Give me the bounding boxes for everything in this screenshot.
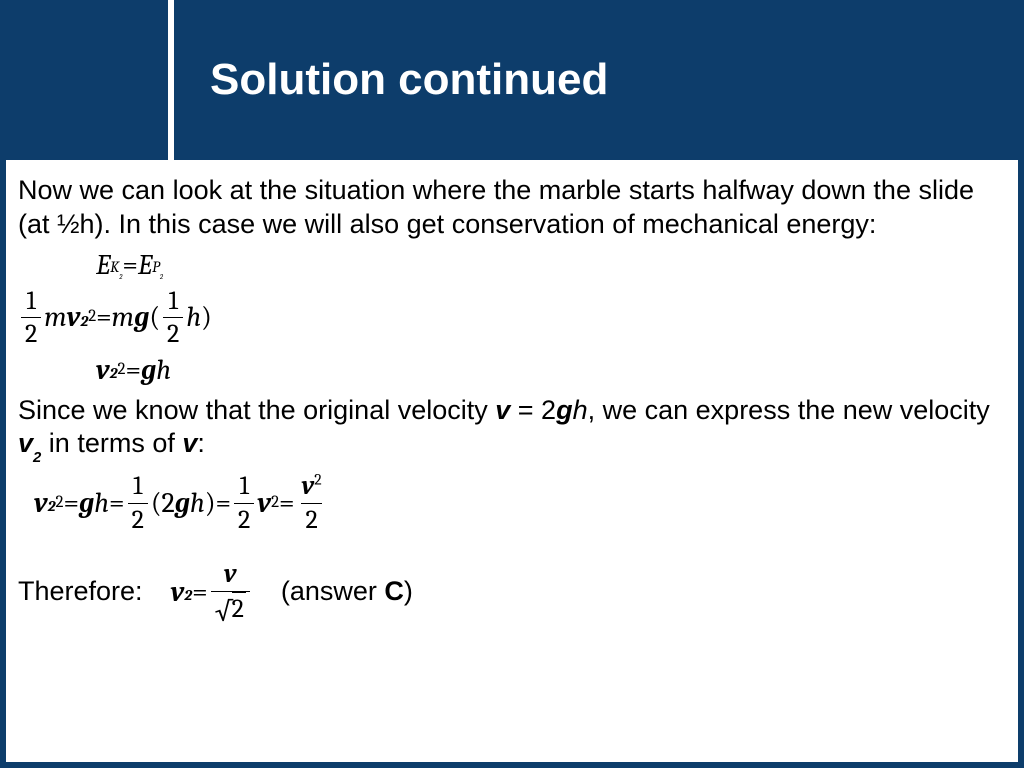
therefore-line: Therefore: v2 = v 2 (answer C) [18,558,1006,626]
answer-text: (answer C) [281,575,413,609]
slide-content: Now we can look at the situation where t… [6,160,1018,762]
equation-energy: 12 m v22 = mg ( 12 h ) [18,285,1006,351]
paragraph-1: Now we can look at the situation where t… [18,174,1006,242]
slide-title: Solution continued [210,55,608,105]
equation-block-1: EK2 = EP2 12 m v22 = mg ( 12 h ) v22 = g… [18,248,1006,388]
equation-v2sq-gh: v22 = gh [96,353,1006,388]
slide-header: Solution continued [0,0,1024,160]
equation-block-2: v22 = gh = 12 (2gh) = 12 v2 = v2 2 [18,470,1006,536]
therefore-label: Therefore: [18,575,143,609]
equation-final: v2 = v 2 [171,558,253,626]
header-divider [168,0,174,160]
paragraph-2: Since we know that the original velocity… [18,394,1006,465]
equation-chain: v22 = gh = 12 (2gh) = 12 v2 = v2 2 [34,470,1006,536]
equation-EK-EP: EK2 = EP2 [96,248,1006,283]
